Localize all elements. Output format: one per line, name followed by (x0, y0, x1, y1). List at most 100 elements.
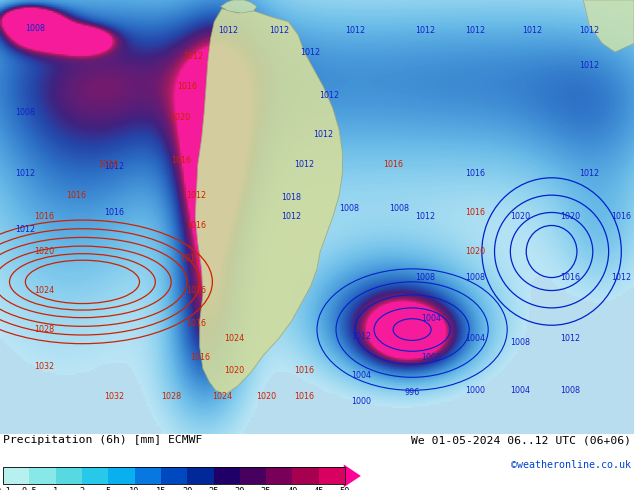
Text: 1012: 1012 (465, 26, 486, 35)
Text: We 01-05-2024 06..12 UTC (06+06): We 01-05-2024 06..12 UTC (06+06) (411, 435, 631, 445)
Text: 1012: 1012 (579, 26, 600, 35)
Text: 1012: 1012 (301, 48, 321, 56)
Text: 1016: 1016 (560, 273, 581, 282)
Text: 15: 15 (156, 487, 166, 490)
Text: 1024: 1024 (224, 334, 245, 343)
Bar (82, 467, 108, 484)
Text: 1008: 1008 (465, 273, 486, 282)
Polygon shape (195, 9, 342, 394)
Text: 1020: 1020 (171, 113, 191, 122)
Text: 1024: 1024 (212, 392, 232, 401)
Text: 996: 996 (404, 388, 420, 397)
Text: 1004: 1004 (351, 370, 372, 380)
Bar (240, 467, 266, 484)
Text: 1012: 1012 (15, 169, 36, 178)
Bar (187, 467, 214, 484)
Bar (134, 467, 161, 484)
Text: 1012: 1012 (104, 163, 124, 172)
Text: 25: 25 (209, 487, 219, 490)
Polygon shape (583, 0, 634, 52)
Text: 1016: 1016 (177, 82, 197, 91)
Text: 1012: 1012 (579, 61, 600, 70)
Text: 1018: 1018 (98, 160, 118, 169)
Text: 45: 45 (313, 487, 324, 490)
Text: 1012: 1012 (15, 225, 36, 234)
Text: 1012: 1012 (313, 130, 333, 139)
Text: 1012: 1012 (579, 169, 600, 178)
Text: 1012: 1012 (522, 26, 543, 35)
Text: 1016: 1016 (190, 353, 210, 362)
Text: 1016: 1016 (186, 221, 207, 230)
Bar (214, 467, 240, 484)
Bar (319, 467, 345, 484)
Bar (108, 467, 134, 484)
Text: 1012: 1012 (294, 160, 314, 169)
Text: 1008: 1008 (25, 24, 45, 33)
Text: 1020: 1020 (34, 247, 55, 256)
Text: 1016: 1016 (171, 156, 191, 165)
Text: 1012: 1012 (186, 191, 207, 199)
Text: 1016: 1016 (611, 212, 631, 221)
Text: 1008: 1008 (560, 386, 581, 395)
Text: 30: 30 (235, 487, 245, 490)
Text: 1016: 1016 (34, 212, 55, 221)
Text: 20: 20 (182, 487, 193, 490)
Text: 1032: 1032 (104, 392, 124, 401)
Bar (292, 467, 319, 484)
Text: 5: 5 (106, 487, 111, 490)
Text: 1016: 1016 (294, 392, 314, 401)
Text: 0.5: 0.5 (22, 487, 37, 490)
Bar (29, 467, 56, 484)
Text: 1012: 1012 (351, 332, 372, 341)
Bar (56, 467, 82, 484)
Text: 1008: 1008 (510, 338, 530, 347)
Text: 1020: 1020 (510, 212, 530, 221)
Bar (266, 467, 292, 484)
Text: 1012: 1012 (180, 253, 200, 263)
Text: 1016: 1016 (186, 286, 207, 295)
Text: 1016: 1016 (465, 208, 486, 217)
Text: 1012: 1012 (345, 26, 365, 35)
Text: 35: 35 (261, 487, 271, 490)
Text: ©weatheronline.co.uk: ©weatheronline.co.uk (511, 460, 631, 469)
Text: 1020: 1020 (560, 212, 581, 221)
Text: 1012: 1012 (183, 52, 204, 61)
Text: 1016: 1016 (294, 366, 314, 375)
Bar (3, 467, 345, 484)
Text: 2: 2 (79, 487, 85, 490)
Bar (3, 467, 29, 484)
Text: 1016: 1016 (465, 169, 486, 178)
Text: 1004: 1004 (465, 334, 486, 343)
Text: 1008: 1008 (339, 204, 359, 213)
Text: 1016: 1016 (66, 191, 86, 199)
Text: 1000: 1000 (465, 386, 486, 395)
Text: 1004: 1004 (510, 386, 530, 395)
Text: 1016: 1016 (383, 160, 403, 169)
Text: 1028: 1028 (34, 325, 55, 334)
Text: 1012: 1012 (218, 26, 238, 35)
Text: 1000: 1000 (351, 396, 372, 406)
Text: 1016: 1016 (186, 318, 207, 328)
Text: Precipitation (6h) [mm] ECMWF: Precipitation (6h) [mm] ECMWF (3, 435, 202, 445)
FancyArrow shape (344, 465, 361, 488)
Polygon shape (221, 0, 257, 13)
Text: 1012: 1012 (269, 26, 289, 35)
Text: 50: 50 (340, 487, 351, 490)
Text: 1004: 1004 (421, 314, 441, 323)
Text: 1020: 1020 (224, 366, 245, 375)
Text: 1024: 1024 (34, 286, 55, 295)
Text: 1028: 1028 (161, 392, 181, 401)
Text: 1020: 1020 (256, 392, 276, 401)
Text: 1000: 1000 (421, 353, 441, 362)
Bar (161, 467, 187, 484)
Text: 40: 40 (287, 487, 298, 490)
Text: 0.1: 0.1 (0, 487, 11, 490)
Text: 1008: 1008 (15, 108, 36, 117)
Text: 1016: 1016 (104, 208, 124, 217)
Text: 1: 1 (53, 487, 58, 490)
Text: 1012: 1012 (611, 273, 631, 282)
Text: 1012: 1012 (281, 212, 302, 221)
Text: 1018: 1018 (281, 193, 302, 202)
Text: 1012: 1012 (415, 26, 435, 35)
Text: 1012: 1012 (415, 212, 435, 221)
